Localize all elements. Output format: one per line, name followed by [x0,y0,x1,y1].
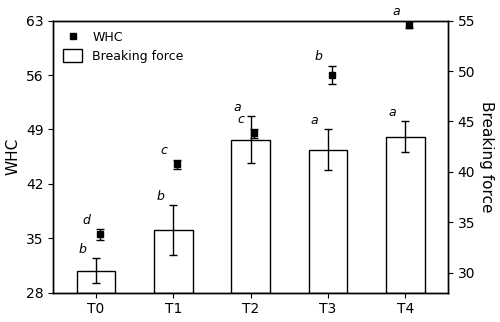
Bar [386,137,424,293]
Text: c: c [160,145,168,157]
Text: b: b [314,51,322,63]
Bar [308,150,348,293]
Bar [232,139,270,293]
Bar [76,270,116,293]
Text: b: b [156,190,164,203]
Legend: WHC, Breaking force: WHC, Breaking force [60,27,188,67]
Text: a: a [234,101,241,114]
Y-axis label: Breaking force: Breaking force [480,101,494,213]
Text: b: b [79,243,87,256]
Text: a: a [388,106,396,119]
Text: d: d [83,214,90,227]
Text: a: a [311,114,318,127]
Y-axis label: WHC: WHC [6,138,20,175]
Text: a: a [392,5,400,18]
Text: c: c [238,113,245,127]
Bar [154,230,192,293]
